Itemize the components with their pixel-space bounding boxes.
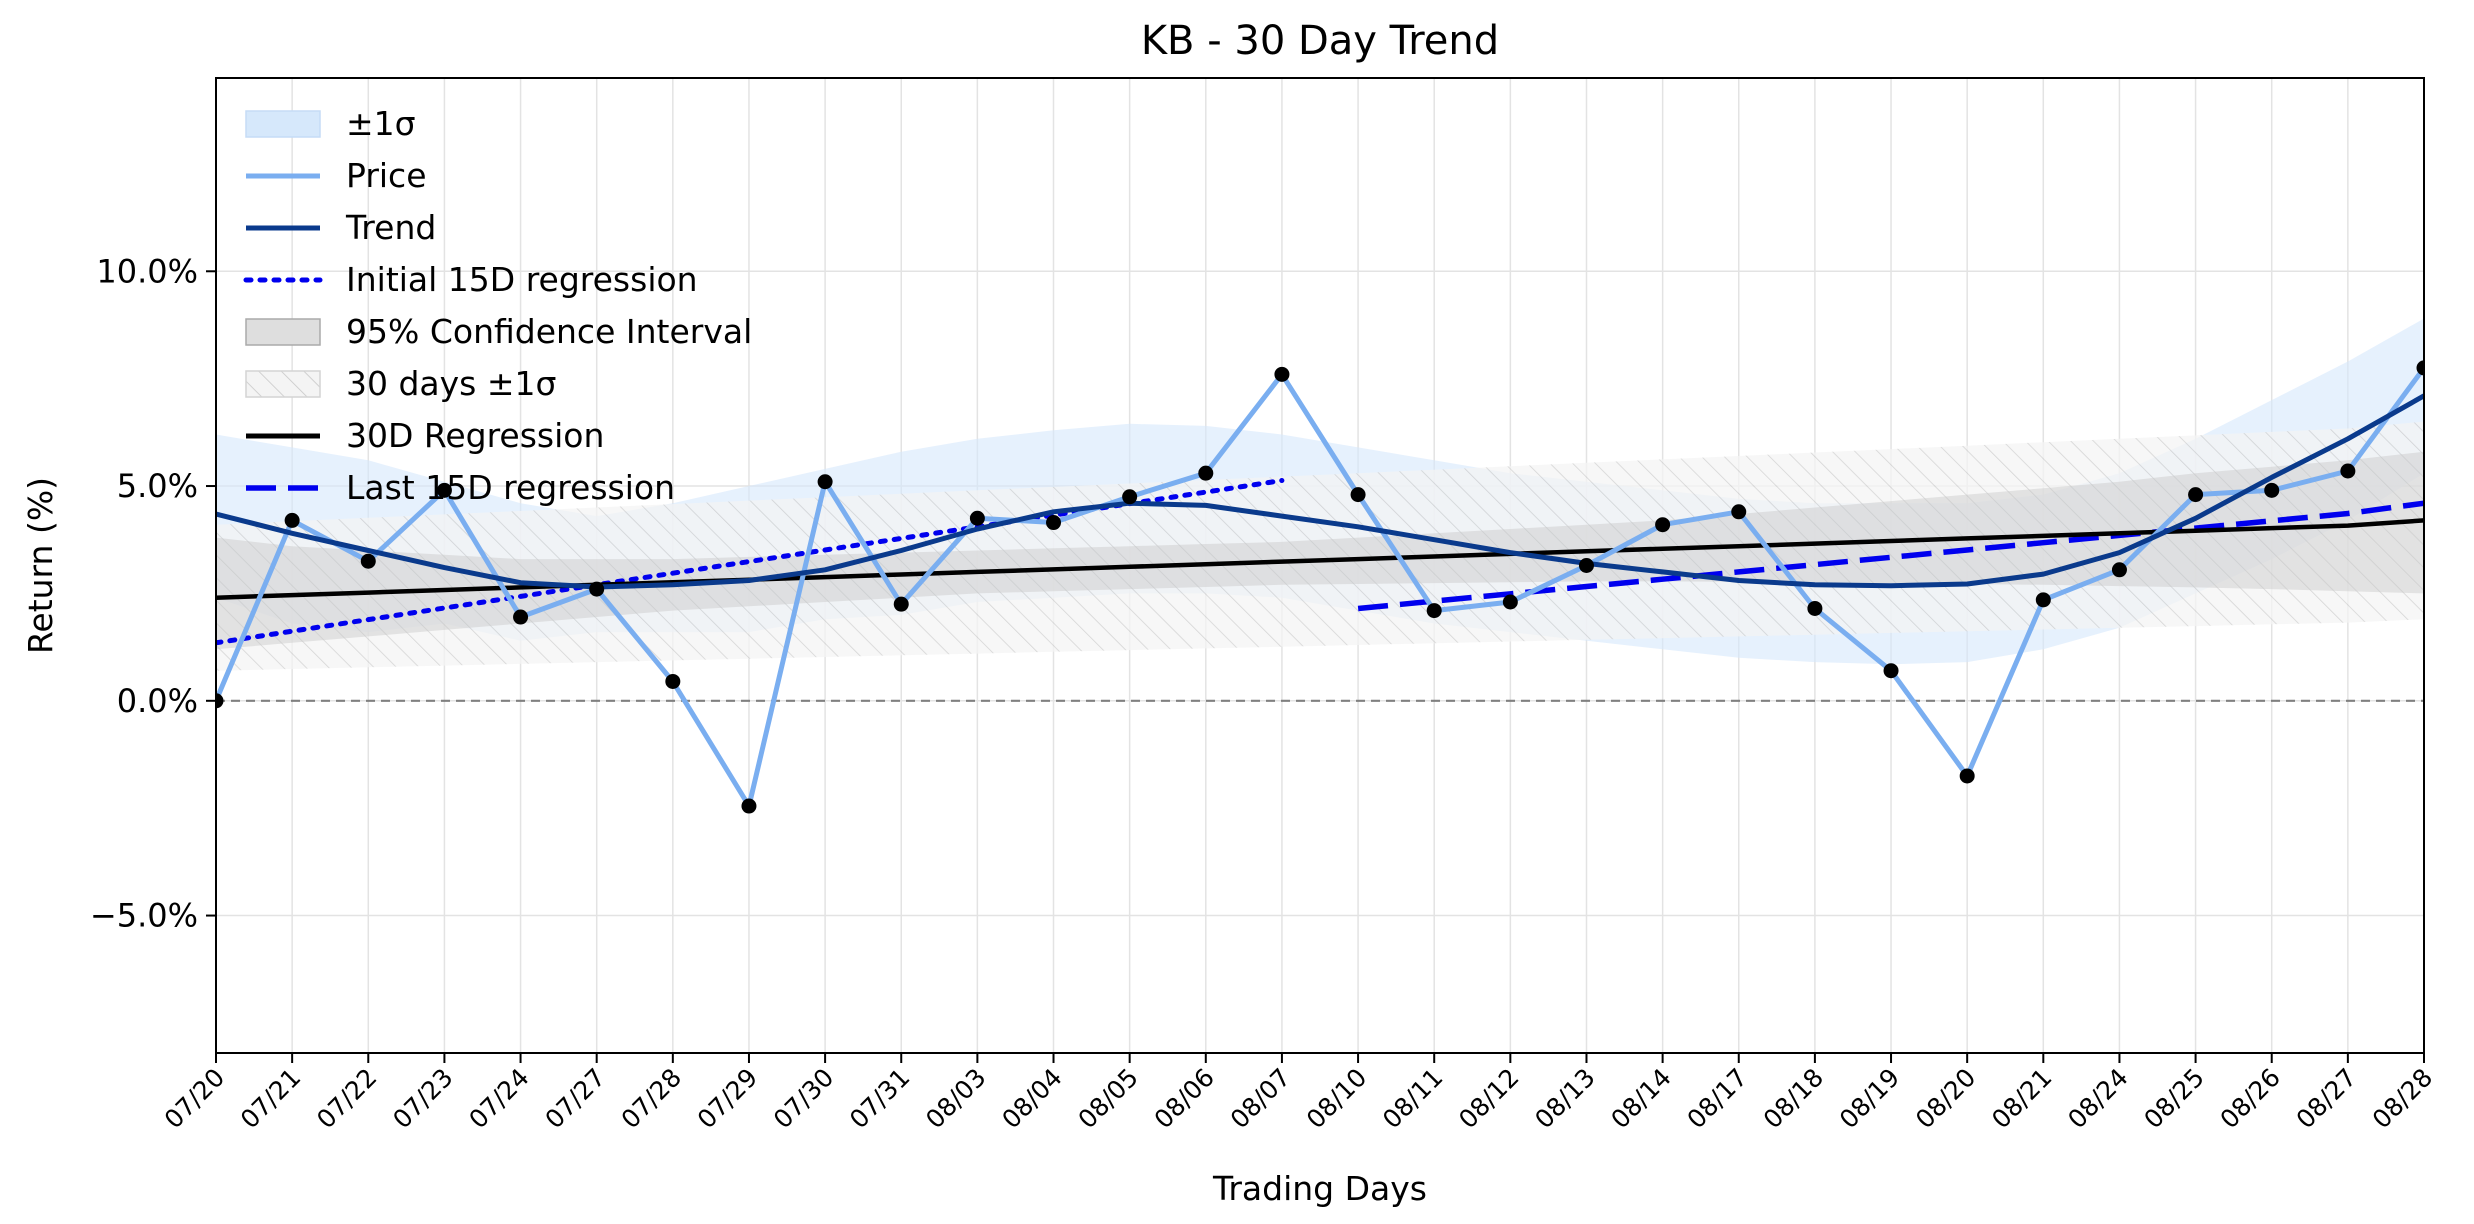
price-point [589, 581, 605, 597]
x-tick-label: 07/21 [235, 1063, 306, 1134]
legend-item: 30 days ±1σ [245, 364, 556, 403]
x-tick-label: 08/27 [2291, 1063, 2362, 1134]
x-tick-label: 08/05 [1072, 1063, 1143, 1134]
confidence-interval-band [216, 451, 2424, 650]
price-point [1350, 487, 1366, 503]
legend-item: ±1σ [245, 104, 416, 143]
legend-item: Initial 15D regression [243, 260, 698, 299]
price-point [1502, 594, 1518, 610]
legend-label: Price [346, 156, 427, 195]
series-line-trend [216, 393, 2424, 590]
price-point [1122, 489, 1138, 505]
x-tick-label: 07/28 [616, 1063, 687, 1134]
price-point [741, 798, 757, 814]
y-tick-label: 0.0% [117, 682, 198, 720]
legend-swatch [245, 110, 321, 138]
x-tick-label: 08/12 [1453, 1063, 1524, 1134]
price-point [1883, 663, 1899, 679]
price-point [1731, 504, 1747, 520]
x-tick-label: 07/24 [463, 1063, 534, 1134]
x-tick-label: 08/06 [1149, 1063, 1220, 1134]
legend-swatch [245, 318, 321, 346]
legend-swatch [245, 370, 321, 398]
x-axis-label: Trading Days [1212, 1169, 1427, 1208]
price-point [2035, 592, 2051, 608]
price-point [2111, 562, 2127, 578]
y-axis-label: Return (%) [21, 477, 60, 654]
price-point [1807, 600, 1823, 616]
x-tick-label: 07/20 [159, 1063, 230, 1134]
x-tick-label: 08/14 [1605, 1063, 1676, 1134]
price-point [969, 510, 985, 526]
legend-label: ±1σ [346, 104, 416, 143]
price-point [893, 596, 909, 612]
price-point [1274, 366, 1290, 382]
legend-item: Last 15D regression [246, 468, 675, 507]
price-point [2340, 463, 2356, 479]
plot-frame [215, 77, 2425, 1054]
x-tick-label: 08/10 [1301, 1063, 1372, 1134]
legend-label: 95% Confidence Interval [346, 312, 752, 351]
legend-label: Initial 15D regression [346, 260, 698, 299]
x-tick-label: 08/21 [1986, 1063, 2057, 1134]
price-point [1426, 603, 1442, 619]
x-tick-label: 07/30 [768, 1063, 839, 1134]
x-tick-label: 07/29 [692, 1063, 763, 1134]
x-tick-label: 07/22 [311, 1063, 382, 1134]
price-point [1198, 465, 1214, 481]
price-point [665, 673, 681, 689]
y-tick-label: 5.0% [117, 467, 198, 505]
price-point [436, 482, 452, 498]
x-tick-label: 08/24 [2062, 1063, 2133, 1134]
price-point [2188, 487, 2204, 503]
x-tick-label: 07/27 [539, 1063, 610, 1134]
legend-label: 30D Regression [346, 416, 604, 455]
price-point [1046, 515, 1062, 531]
legend-item: 30D Regression [246, 416, 604, 455]
x-tick-label: 08/20 [1910, 1063, 1981, 1134]
x-tick-label: 08/11 [1377, 1063, 1448, 1134]
x-tick-label: 08/07 [1225, 1063, 1296, 1134]
legend-item: 95% Confidence Interval [245, 312, 752, 351]
price-point [284, 512, 300, 528]
x-tick-label: 07/23 [387, 1063, 458, 1134]
legend-item: Price [246, 156, 427, 195]
x-tick-label: 08/19 [1834, 1063, 1905, 1134]
x-tick-label: 08/03 [920, 1063, 991, 1134]
x-tick-label: 08/25 [2138, 1063, 2209, 1134]
price-point [1655, 517, 1671, 533]
hatch-30d-band [216, 421, 2424, 671]
price-point [513, 609, 529, 625]
legend-label: 30 days ±1σ [346, 364, 556, 403]
price-point [817, 474, 833, 490]
x-tick-label: 08/18 [1758, 1063, 1829, 1134]
y-tick-label: −5.0% [90, 897, 198, 935]
price-point [216, 693, 224, 709]
x-tick-label: 08/17 [1682, 1063, 1753, 1134]
legend-label: Last 15D regression [346, 468, 675, 507]
legend-item: Trend [246, 208, 436, 247]
price-point [2416, 360, 2424, 376]
chart-title: KB - 30 Day Trend [1141, 18, 1499, 64]
x-tick-label: 08/28 [2367, 1063, 2438, 1134]
price-point [2264, 482, 2280, 498]
x-tick-label: 08/04 [996, 1063, 1067, 1134]
x-tick-label: 07/31 [844, 1063, 915, 1134]
x-tick-label: 08/13 [1529, 1063, 1600, 1134]
price-point [1578, 558, 1594, 573]
y-tick-label: 10.0% [96, 252, 198, 290]
legend-label: Trend [345, 208, 436, 247]
x-tick-label: 08/26 [2215, 1063, 2286, 1134]
legend: ±1σ Price Trend Initial 15D regression 95% C… [243, 104, 752, 507]
plot-area [216, 318, 2424, 814]
series-line-price [216, 366, 2424, 809]
price-point [1959, 768, 1975, 784]
price-point [360, 553, 376, 569]
